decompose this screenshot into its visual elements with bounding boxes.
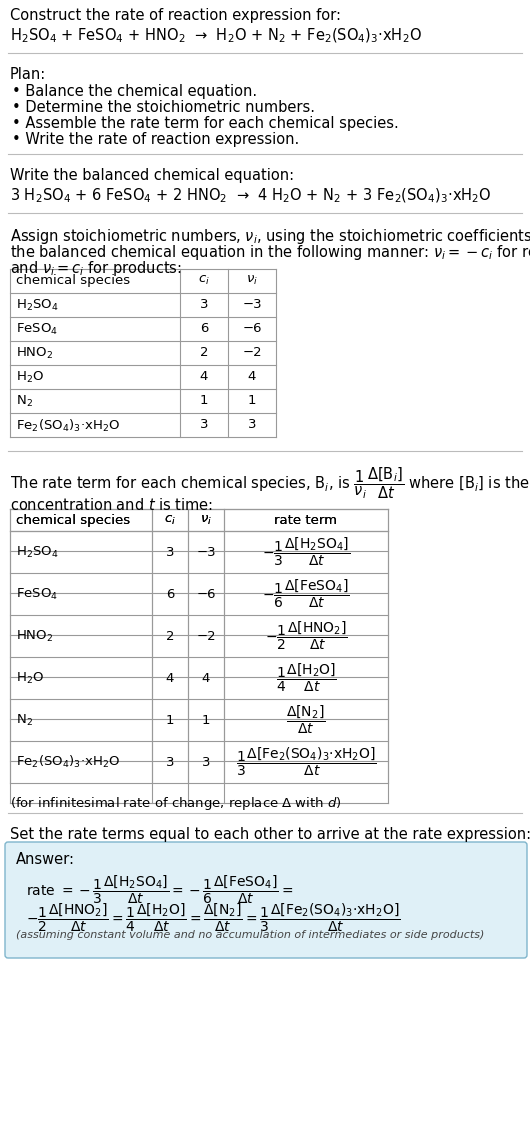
Text: 1: 1 (248, 394, 256, 407)
Text: Assign stoichiometric numbers, $\nu_i$, using the stoichiometric coefficients, $: Assign stoichiometric numbers, $\nu_i$, … (10, 227, 530, 246)
Text: (for infinitesimal rate of change, replace Δ with $d$): (for infinitesimal rate of change, repla… (10, 795, 342, 812)
Text: −2: −2 (196, 629, 216, 643)
FancyBboxPatch shape (5, 842, 527, 958)
Text: 3 H$_2$SO$_4$ + 6 FeSO$_4$ + 2 HNO$_2$  →  4 H$_2$O + N$_2$ + 3 Fe$_2$(SO$_4$)$_: 3 H$_2$SO$_4$ + 6 FeSO$_4$ + 2 HNO$_2$ →… (10, 187, 492, 206)
Text: H$_2$O: H$_2$O (16, 670, 44, 685)
Text: 3: 3 (248, 418, 256, 431)
Text: $c_i$: $c_i$ (164, 514, 176, 528)
Text: H$_2$SO$_4$: H$_2$SO$_4$ (16, 298, 59, 313)
Text: chemical species: chemical species (16, 514, 130, 526)
Text: 2: 2 (166, 629, 174, 643)
Text: the balanced chemical equation in the following manner: $\nu_i = -c_i$ for react: the balanced chemical equation in the fo… (10, 243, 530, 262)
Text: $-\dfrac{1}{3}\dfrac{\Delta[\mathrm{H_2SO_4}]}{\Delta t}$: $-\dfrac{1}{3}\dfrac{\Delta[\mathrm{H_2S… (262, 536, 350, 569)
Text: Fe$_2$(SO$_4$)$_3$·xH$_2$O: Fe$_2$(SO$_4$)$_3$·xH$_2$O (16, 754, 120, 770)
Text: Fe$_2$(SO$_4$)$_3$·xH$_2$O: Fe$_2$(SO$_4$)$_3$·xH$_2$O (16, 418, 120, 434)
Text: −2: −2 (242, 346, 262, 359)
Text: $-\dfrac{1}{2}\dfrac{\Delta[\mathrm{HNO_2}]}{\Delta t}$: $-\dfrac{1}{2}\dfrac{\Delta[\mathrm{HNO_… (264, 620, 348, 652)
Text: 2: 2 (200, 346, 208, 359)
Text: −3: −3 (196, 546, 216, 558)
Text: 4: 4 (202, 671, 210, 684)
Text: and $\nu_i = c_i$ for products:: and $\nu_i = c_i$ for products: (10, 259, 182, 278)
Text: $c_i$: $c_i$ (164, 514, 176, 528)
Text: rate term: rate term (275, 514, 338, 526)
Text: $\nu_i$: $\nu_i$ (200, 514, 212, 528)
Text: 1: 1 (166, 714, 174, 726)
Text: HNO$_2$: HNO$_2$ (16, 346, 54, 361)
Text: 6: 6 (166, 587, 174, 601)
Text: H$_2$SO$_4$: H$_2$SO$_4$ (16, 545, 59, 560)
Text: −6: −6 (242, 322, 262, 335)
Text: 3: 3 (200, 298, 208, 311)
Text: 4: 4 (166, 671, 174, 684)
Text: N$_2$: N$_2$ (16, 713, 33, 727)
Text: concentration and $t$ is time:: concentration and $t$ is time: (10, 497, 213, 513)
Text: Plan:: Plan: (10, 67, 46, 82)
Text: • Write the rate of reaction expression.: • Write the rate of reaction expression. (12, 132, 299, 147)
Text: $\dfrac{1}{3}\dfrac{\Delta[\mathrm{Fe_2(SO_4)_3{\cdot}xH_2O}]}{\Delta t}$: $\dfrac{1}{3}\dfrac{\Delta[\mathrm{Fe_2(… (236, 746, 376, 778)
Text: $\dfrac{1}{4}\dfrac{\Delta[\mathrm{H_2O}]}{\Delta t}$: $\dfrac{1}{4}\dfrac{\Delta[\mathrm{H_2O}… (276, 662, 337, 694)
Text: 3: 3 (202, 756, 210, 769)
Text: 3: 3 (166, 756, 174, 769)
Text: H$_2$O: H$_2$O (16, 370, 44, 385)
Text: The rate term for each chemical species, B$_i$, is $\dfrac{1}{\nu_i}\dfrac{\Delt: The rate term for each chemical species,… (10, 465, 530, 500)
Text: Set the rate terms equal to each other to arrive at the rate expression:: Set the rate terms equal to each other t… (10, 827, 530, 842)
Text: $c_i$: $c_i$ (198, 274, 210, 287)
Text: • Balance the chemical equation.: • Balance the chemical equation. (12, 85, 257, 99)
Text: FeSO$_4$: FeSO$_4$ (16, 587, 58, 602)
Text: Answer:: Answer: (16, 852, 75, 867)
Text: Write the balanced chemical equation:: Write the balanced chemical equation: (10, 168, 294, 183)
Text: (assuming constant volume and no accumulation of intermediates or side products): (assuming constant volume and no accumul… (16, 930, 484, 940)
Text: 1: 1 (202, 714, 210, 726)
Text: rate term: rate term (275, 514, 338, 526)
Text: H$_2$SO$_4$ + FeSO$_4$ + HNO$_2$  →  H$_2$O + N$_2$ + Fe$_2$(SO$_4$)$_3$·xH$_2$O: H$_2$SO$_4$ + FeSO$_4$ + HNO$_2$ → H$_2$… (10, 27, 422, 46)
Text: $\nu_i$: $\nu_i$ (246, 274, 258, 287)
Text: 3: 3 (200, 418, 208, 431)
Text: • Assemble the rate term for each chemical species.: • Assemble the rate term for each chemic… (12, 116, 399, 131)
Text: −6: −6 (196, 587, 216, 601)
Text: HNO$_2$: HNO$_2$ (16, 628, 54, 644)
Text: $\dfrac{\Delta[\mathrm{N_2}]}{\Delta t}$: $\dfrac{\Delta[\mathrm{N_2}]}{\Delta t}$ (286, 703, 326, 737)
Text: $-\dfrac{1}{2}\dfrac{\Delta[\mathrm{HNO_2}]}{\Delta t} = \dfrac{1}{4}\dfrac{\Del: $-\dfrac{1}{2}\dfrac{\Delta[\mathrm{HNO_… (26, 902, 401, 934)
Text: N$_2$: N$_2$ (16, 394, 33, 409)
Text: 6: 6 (200, 322, 208, 335)
Text: chemical species: chemical species (16, 514, 130, 526)
Text: FeSO$_4$: FeSO$_4$ (16, 322, 58, 337)
Text: • Determine the stoichiometric numbers.: • Determine the stoichiometric numbers. (12, 100, 315, 115)
Text: 3: 3 (166, 546, 174, 558)
Text: −3: −3 (242, 298, 262, 311)
Text: 4: 4 (248, 370, 256, 383)
Text: rate $= -\dfrac{1}{3}\dfrac{\Delta[\mathrm{H_2SO_4}]}{\Delta t} = -\dfrac{1}{6}\: rate $= -\dfrac{1}{3}\dfrac{\Delta[\math… (26, 874, 293, 907)
Text: 4: 4 (200, 370, 208, 383)
Text: $-\dfrac{1}{6}\dfrac{\Delta[\mathrm{FeSO_4}]}{\Delta t}$: $-\dfrac{1}{6}\dfrac{\Delta[\mathrm{FeSO… (262, 578, 350, 610)
Text: 1: 1 (200, 394, 208, 407)
Text: chemical species: chemical species (16, 274, 130, 287)
Text: $\nu_i$: $\nu_i$ (200, 514, 212, 528)
Text: Construct the rate of reaction expression for:: Construct the rate of reaction expressio… (10, 8, 341, 23)
